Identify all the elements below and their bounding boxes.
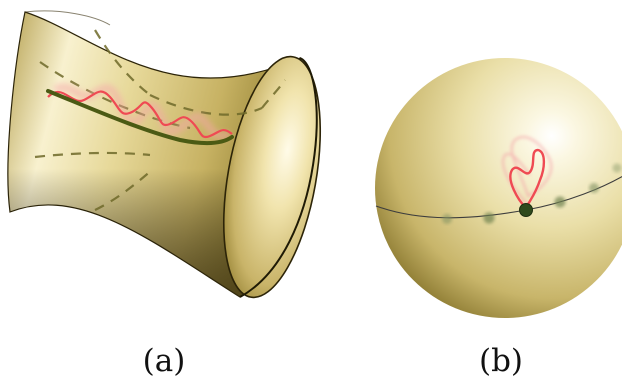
hyperboloid-geodesic <box>46 89 234 146</box>
equator-dot <box>483 212 495 224</box>
hyperboloid-path <box>47 90 233 139</box>
equator-dots <box>442 163 622 224</box>
equator-dot <box>612 163 622 173</box>
sphere-path-glow <box>502 136 553 206</box>
equator-dot <box>442 214 452 224</box>
sphere-point <box>519 203 533 217</box>
hyperboloid-opening <box>222 55 322 299</box>
sphere-path <box>509 148 546 209</box>
hyperboloid-opening-rim <box>239 57 318 298</box>
equator-dot <box>554 196 566 208</box>
equator-dot <box>589 183 599 193</box>
caption-a: (a) <box>142 343 186 379</box>
sphere-body <box>375 58 622 318</box>
hyperboloid-top-rim <box>24 10 111 26</box>
caption-b: (b) <box>478 343 524 379</box>
sphere <box>375 58 622 318</box>
hyperboloid-surface <box>7 10 322 299</box>
